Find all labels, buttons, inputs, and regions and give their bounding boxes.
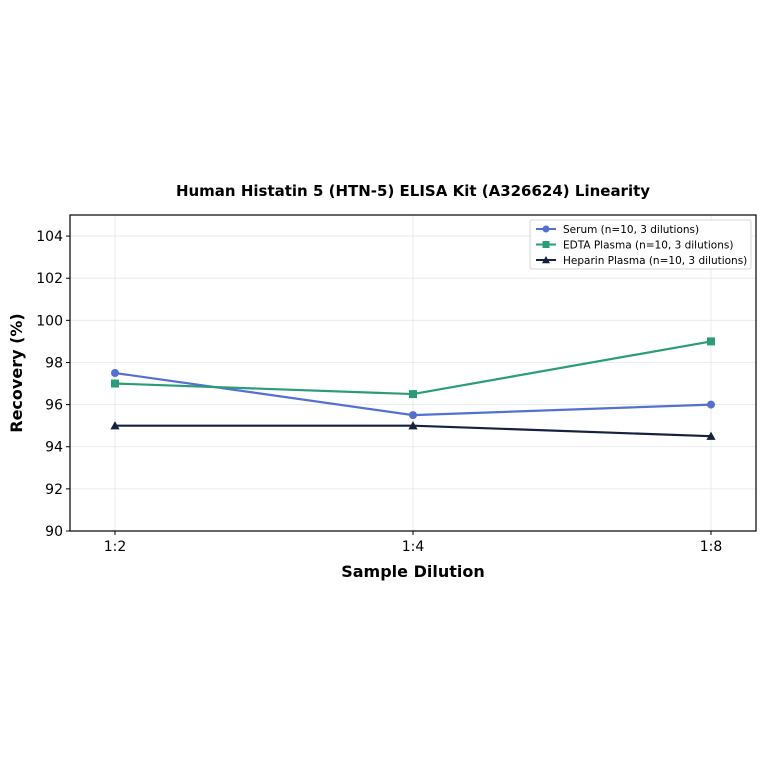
y-tick-label: 98 bbox=[45, 355, 63, 371]
y-axis-label: Recovery (%) bbox=[7, 313, 26, 432]
data-point bbox=[409, 390, 417, 399]
series-2 bbox=[110, 421, 716, 440]
data-point bbox=[111, 379, 119, 388]
x-axis-label: Sample Dilution bbox=[341, 562, 485, 581]
data-point bbox=[111, 369, 119, 377]
series-1 bbox=[111, 337, 715, 399]
y-tick-label: 100 bbox=[36, 313, 63, 329]
legend-item: Heparin Plasma (n=10, 3 dilutions) bbox=[536, 255, 747, 267]
data-point bbox=[707, 400, 715, 409]
legend-label: Heparin Plasma (n=10, 3 dilutions) bbox=[563, 255, 747, 267]
x-tick-label: 1:4 bbox=[402, 539, 425, 555]
legend-item: EDTA Plasma (n=10, 3 dilutions) bbox=[536, 240, 733, 252]
y-tick-label: 102 bbox=[36, 271, 63, 287]
x-tick-label: 1:2 bbox=[104, 539, 127, 555]
y-tick-label: 94 bbox=[45, 440, 63, 456]
legend: Serum (n=10, 3 dilutions) EDTA Plasma (n=… bbox=[529, 219, 752, 270]
legend-label: Serum (n=10, 3 dilutions) bbox=[563, 224, 699, 236]
legend-label: EDTA Plasma (n=10, 3 dilutions) bbox=[563, 240, 733, 252]
legend-item: Serum (n=10, 3 dilutions) bbox=[536, 224, 699, 236]
data-point bbox=[707, 337, 715, 346]
y-tick-label: 96 bbox=[45, 398, 63, 414]
y-tick-label: 90 bbox=[45, 524, 63, 540]
data-point bbox=[110, 421, 120, 430]
data-point bbox=[408, 421, 418, 430]
data-point bbox=[706, 431, 716, 440]
legend-marker bbox=[541, 255, 551, 264]
y-ticks: 90 92 94 96 98 100 102 104 bbox=[36, 229, 70, 540]
series-layer bbox=[110, 337, 716, 440]
data-point bbox=[409, 411, 417, 420]
x-ticks: 1:2 1:4 1:8 bbox=[104, 531, 723, 555]
chart-title: Human Histatin 5 (HTN-5) ELISA Kit (A326… bbox=[176, 182, 650, 200]
y-tick-label: 92 bbox=[45, 482, 63, 498]
x-tick-label: 1:8 bbox=[700, 539, 723, 555]
legend-marker bbox=[542, 225, 550, 233]
legend-box bbox=[529, 219, 752, 270]
y-tick-label: 104 bbox=[36, 229, 63, 245]
legend-marker bbox=[542, 241, 550, 248]
